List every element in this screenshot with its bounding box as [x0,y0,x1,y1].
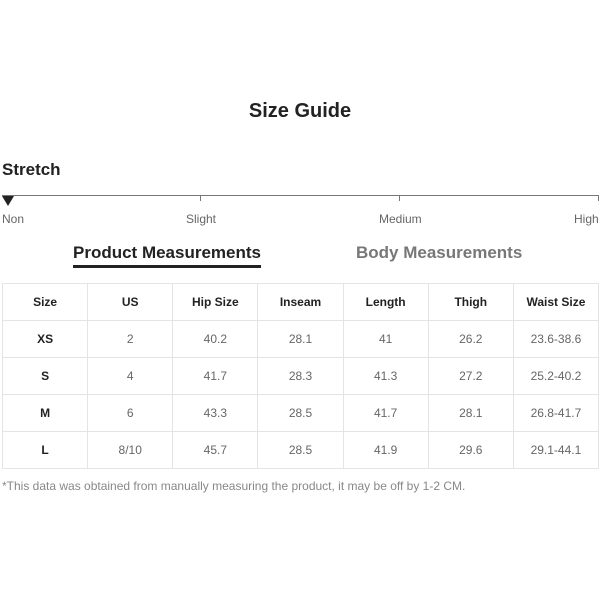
stretch-tick [200,195,201,201]
table-cell: XS [1,320,89,358]
table-cell: 26.8-41.7 [512,394,600,432]
footnote: *This data was obtained from manually me… [2,479,466,493]
column-header: Hip Size [172,283,259,321]
table-cell: 40.2 [172,320,259,358]
table-cell: 41.9 [342,431,429,469]
column-header: US [87,283,174,321]
column-header: Inseam [257,283,344,321]
table-cell: 41.3 [342,357,429,395]
table-cell: 25.2-40.2 [512,357,600,395]
table-row: M 6 43.3 28.5 41.7 28.1 26.8-41.7 [1,394,600,432]
table-row: L 8/10 45.7 28.5 41.9 29.6 29.1-44.1 [1,431,600,469]
table-cell: 28.1 [427,394,514,432]
table-cell: 41.7 [342,394,429,432]
table-header-row: Size US Hip Size Inseam Length Thigh Waist Siz… [1,283,600,321]
table-cell: 41.7 [172,357,259,395]
stretch-level-slight: Slight [186,212,217,226]
table-cell: 28.5 [257,394,344,432]
table-cell: 8/10 [87,431,174,469]
column-header: Length [342,283,429,321]
tab-product-measurements[interactable]: Product Measurements [73,243,261,268]
table-cell: M [1,394,89,432]
table-cell: 6 [87,394,174,432]
table-cell: 28.3 [257,357,344,395]
table-cell: 2 [87,320,174,358]
tab-body-measurements[interactable]: Body Measurements [356,243,523,262]
column-header: Size [1,283,89,321]
table-cell: 27.2 [427,357,514,395]
table-row: XS 2 40.2 28.1 41 26.2 23.6-38.6 [1,320,600,358]
stretch-level-non: Non [2,212,25,226]
page-title: Size Guide [248,100,352,122]
table-cell: 23.6-38.6 [512,320,600,358]
stretch-label: Stretch [2,160,61,179]
column-header: Waist Size [512,283,600,321]
table-cell: 28.1 [257,320,344,358]
table-cell: 29.1-44.1 [512,431,600,469]
table-cell: S [1,357,89,395]
column-header: Thigh [427,283,514,321]
table-cell: 45.7 [172,431,259,469]
stretch-level-high: High [574,212,599,226]
table-cell: 41 [342,320,429,358]
stretch-scale-line [2,195,599,196]
stretch-tick [598,195,599,201]
stretch-level-medium: Medium [379,212,422,226]
table-cell: 28.5 [257,431,344,469]
stretch-tick [399,195,400,201]
table-row: S 4 41.7 28.3 41.3 27.2 25.2-40.2 [1,357,600,395]
table-cell: 4 [87,357,174,395]
table-cell: 43.3 [172,394,259,432]
size-table: Size US Hip Size Inseam Length Thigh Waist Siz… [1,283,600,469]
table-cell: L [1,431,89,469]
table-cell: 26.2 [427,320,514,358]
table-cell: 29.6 [427,431,514,469]
stretch-marker-icon [2,196,14,206]
